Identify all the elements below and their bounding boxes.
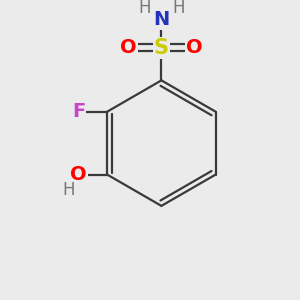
Text: H: H (138, 0, 151, 16)
Text: O: O (70, 165, 87, 184)
Text: F: F (72, 102, 85, 121)
Text: H: H (172, 0, 185, 16)
Text: N: N (153, 10, 170, 28)
Text: O: O (120, 38, 137, 57)
Text: H: H (62, 181, 75, 199)
Text: O: O (186, 38, 202, 57)
Text: S: S (154, 38, 169, 58)
